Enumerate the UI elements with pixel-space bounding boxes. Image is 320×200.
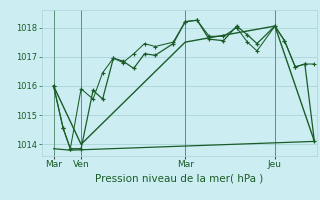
X-axis label: Pression niveau de la mer( hPa ): Pression niveau de la mer( hPa ) bbox=[95, 173, 263, 183]
